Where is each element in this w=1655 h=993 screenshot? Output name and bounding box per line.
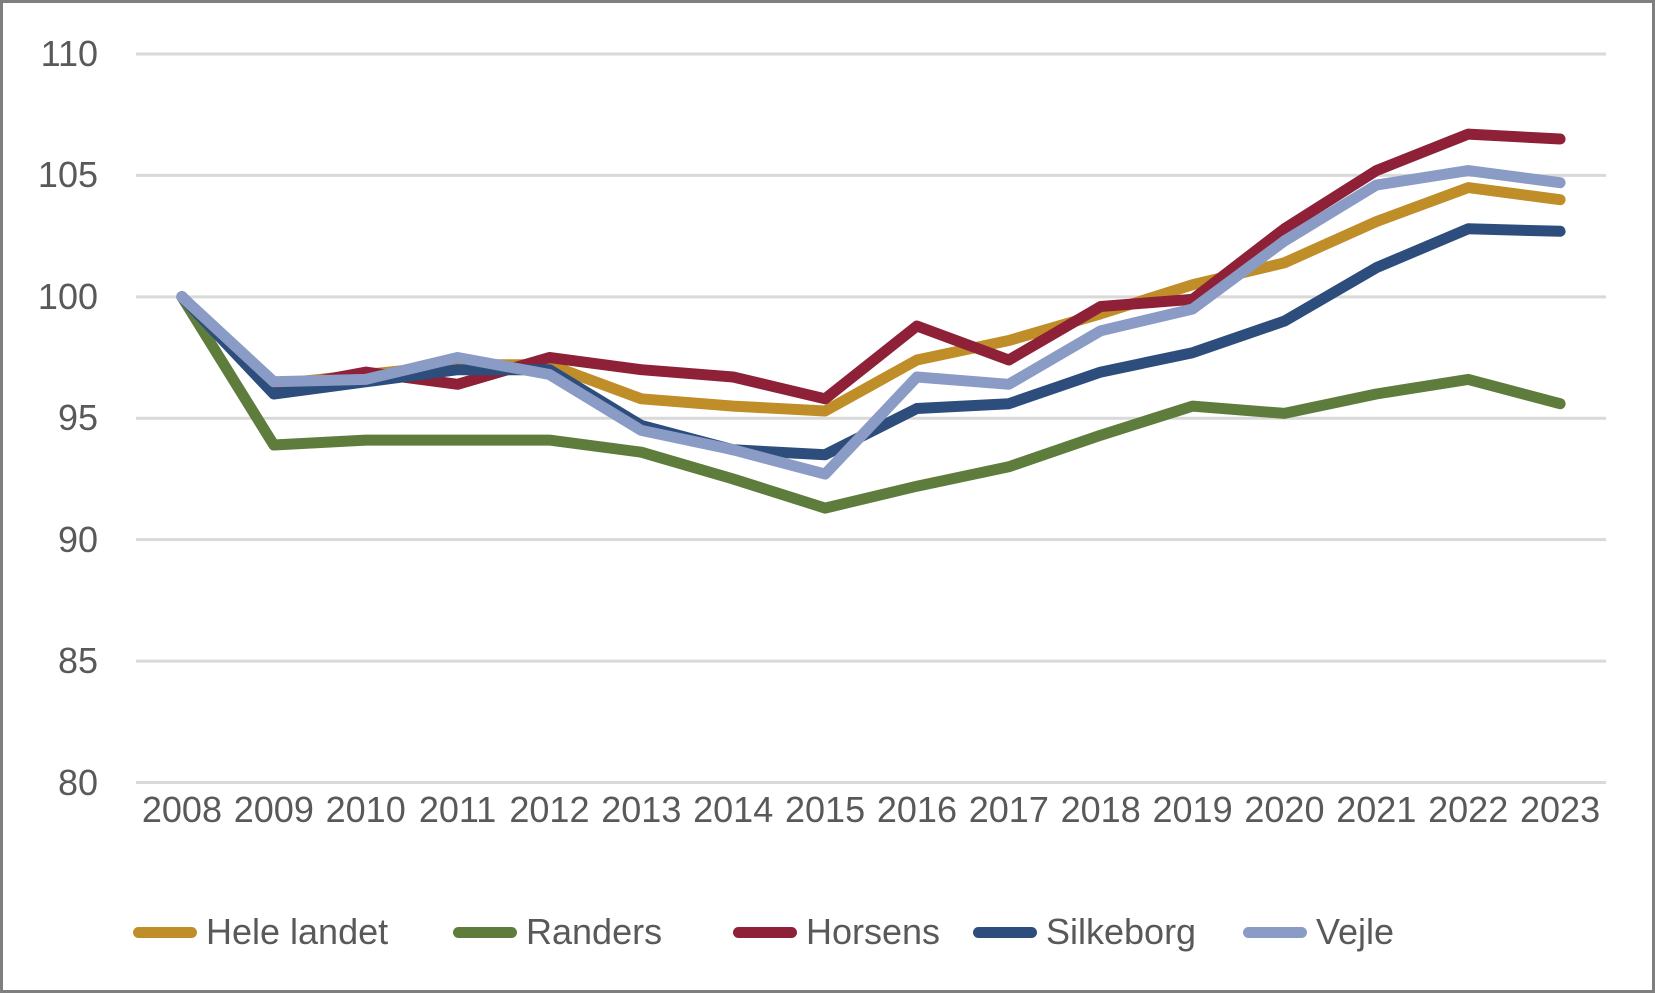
legend-item-randers: Randers	[453, 908, 662, 956]
x-axis-tick-label: 2023	[1520, 789, 1601, 830]
x-axis-tick-label: 2013	[601, 789, 682, 830]
x-axis-tick-label: 2020	[1244, 789, 1325, 830]
line-chart	[136, 52, 1606, 784]
legend-item-hele-landet: Hele landet	[133, 908, 388, 956]
x-axis-tick-label: 2009	[233, 789, 314, 830]
legend-item-vejle: Vejle	[1243, 908, 1394, 956]
y-axis-tick-label: 100	[37, 275, 98, 317]
legend-label: Horsens	[806, 911, 941, 952]
x-axis-tick-label: 2008	[141, 789, 222, 830]
legend-swatch-icon	[133, 926, 197, 938]
series-line-vejle	[176, 165, 1566, 480]
series-line-horsens	[176, 128, 1566, 405]
series-line-randers	[176, 291, 1566, 514]
legend-swatch-icon	[453, 926, 517, 938]
legend-swatch-icon	[1243, 926, 1307, 938]
legend-label: Randers	[526, 911, 663, 952]
y-axis-tick-label: 90	[57, 518, 98, 560]
y-axis-tick-label: 110	[40, 33, 98, 74]
x-axis-tick-label: 2010	[325, 789, 406, 830]
x-axis-tick-label: 2019	[1152, 789, 1233, 830]
legend-swatch-icon	[973, 926, 1037, 938]
legend-label: Silkeborg	[1046, 911, 1197, 952]
x-axis-tick-label: 2017	[968, 789, 1049, 830]
legend-label: Vejle	[1316, 911, 1395, 952]
legend-item-horsens: Horsens	[733, 908, 940, 956]
x-axis-tick-label: 2016	[876, 789, 957, 830]
x-axis-tick-label: 2014	[693, 789, 774, 830]
legend-swatch-icon	[733, 926, 797, 938]
x-axis-tick-label: 2018	[1060, 789, 1141, 830]
legend-label: Hele landet	[206, 911, 389, 952]
x-axis-tick-label: 2011	[418, 789, 497, 830]
x-axis-tick-label: 2022	[1428, 789, 1509, 830]
y-axis-tick-label: 80	[57, 761, 98, 803]
x-axis-tick-label: 2012	[509, 789, 590, 830]
x-axis-tick-label: 2015	[785, 789, 866, 830]
y-axis-tick-label: 85	[57, 640, 98, 682]
legend-item-silkeborg: Silkeborg	[973, 908, 1196, 956]
y-axis-tick-label: 95	[57, 397, 98, 439]
x-axis-tick-label: 2021	[1336, 789, 1417, 830]
chart-legend: Hele landet Randers Horsens Silkeborg Vejle	[3, 908, 1652, 968]
y-axis-tick-label: 105	[37, 154, 98, 196]
